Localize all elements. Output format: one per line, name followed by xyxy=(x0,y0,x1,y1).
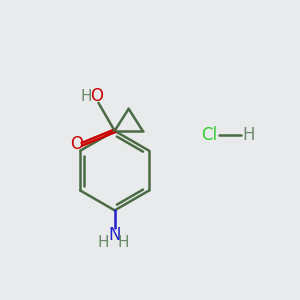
Text: O: O xyxy=(91,87,103,105)
Text: H: H xyxy=(98,235,109,250)
Text: N: N xyxy=(108,226,121,244)
Text: Cl: Cl xyxy=(201,126,217,144)
Text: H: H xyxy=(118,235,129,250)
Text: H: H xyxy=(80,89,92,104)
Text: H: H xyxy=(242,126,255,144)
Text: O: O xyxy=(70,135,83,153)
